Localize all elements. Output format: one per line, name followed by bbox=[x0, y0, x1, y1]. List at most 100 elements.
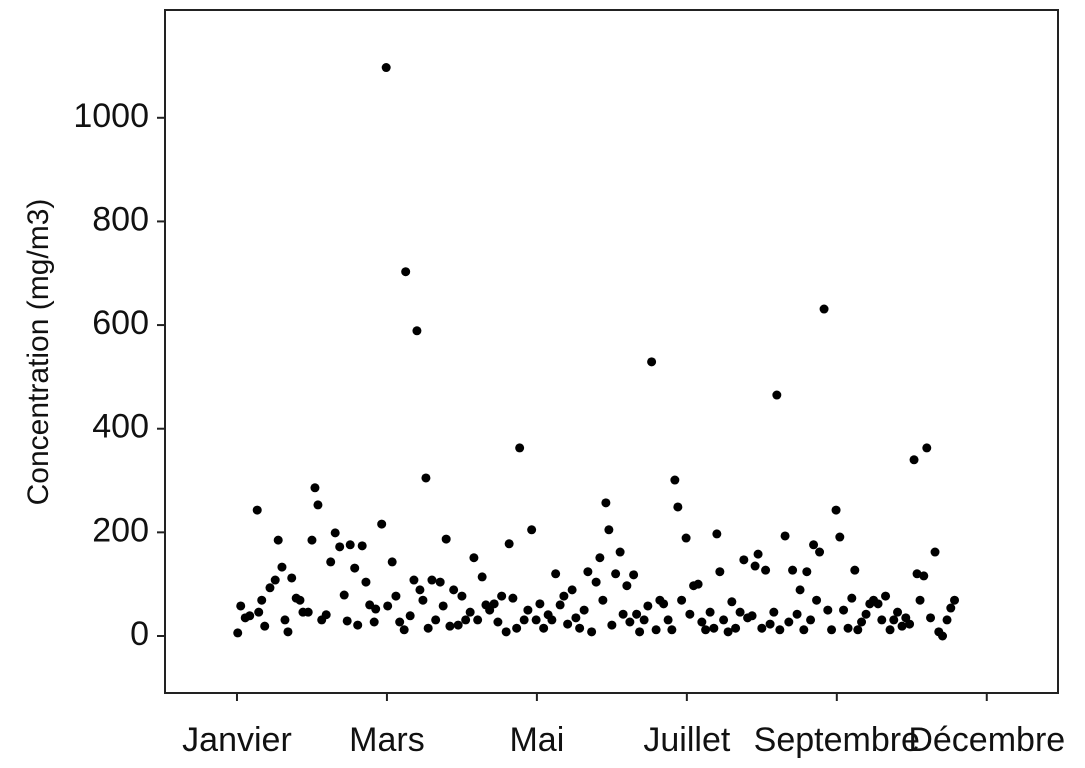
point bbox=[512, 623, 522, 633]
point bbox=[245, 611, 255, 621]
point bbox=[780, 531, 790, 541]
plot-frame bbox=[164, 9, 1059, 694]
point bbox=[685, 609, 695, 619]
point bbox=[795, 585, 805, 595]
point bbox=[501, 627, 511, 637]
point bbox=[423, 623, 433, 633]
point bbox=[930, 547, 940, 557]
point bbox=[357, 541, 367, 551]
point bbox=[831, 505, 841, 515]
point bbox=[847, 593, 857, 603]
point bbox=[401, 267, 411, 277]
point bbox=[587, 627, 597, 637]
point bbox=[693, 579, 703, 589]
point bbox=[321, 610, 331, 620]
point bbox=[635, 627, 645, 637]
point bbox=[815, 547, 825, 557]
point bbox=[504, 539, 514, 549]
point bbox=[806, 615, 816, 625]
point bbox=[643, 601, 653, 611]
point bbox=[559, 591, 569, 601]
point bbox=[295, 595, 305, 605]
point bbox=[377, 519, 387, 529]
point bbox=[449, 585, 459, 595]
point bbox=[465, 607, 475, 617]
point bbox=[877, 615, 887, 625]
point bbox=[772, 390, 782, 400]
point bbox=[539, 623, 549, 633]
point bbox=[233, 628, 243, 638]
point bbox=[461, 615, 471, 625]
point bbox=[839, 605, 849, 615]
point bbox=[391, 591, 401, 601]
point bbox=[547, 615, 557, 625]
point bbox=[765, 619, 775, 629]
point bbox=[473, 615, 483, 625]
y-tick-label: 200 bbox=[92, 511, 149, 549]
point bbox=[395, 617, 405, 627]
point bbox=[629, 570, 639, 580]
point bbox=[339, 590, 349, 600]
point bbox=[412, 326, 422, 336]
point bbox=[342, 616, 352, 626]
point bbox=[950, 595, 960, 605]
x-tick-label: Janvier bbox=[182, 721, 292, 759]
point bbox=[769, 607, 779, 617]
point bbox=[252, 505, 262, 515]
point bbox=[567, 585, 577, 595]
point bbox=[313, 500, 323, 510]
point bbox=[441, 534, 451, 544]
point bbox=[651, 625, 661, 635]
point bbox=[371, 604, 381, 614]
point bbox=[604, 525, 614, 535]
point bbox=[739, 555, 749, 565]
point bbox=[555, 600, 565, 610]
point bbox=[399, 625, 409, 635]
point bbox=[330, 528, 340, 538]
point bbox=[802, 567, 812, 577]
point bbox=[761, 565, 771, 575]
point bbox=[287, 573, 297, 583]
y-tick-label: 600 bbox=[92, 304, 149, 342]
point bbox=[435, 577, 445, 587]
point bbox=[280, 615, 290, 625]
point bbox=[535, 599, 545, 609]
point bbox=[915, 595, 925, 605]
point bbox=[926, 613, 936, 623]
x-tick-label: Mai bbox=[509, 721, 564, 759]
point bbox=[784, 617, 794, 627]
point bbox=[723, 627, 733, 637]
point bbox=[753, 549, 763, 559]
point bbox=[622, 581, 632, 591]
point bbox=[273, 535, 283, 545]
point bbox=[942, 615, 952, 625]
point bbox=[469, 553, 479, 563]
point bbox=[823, 605, 833, 615]
point bbox=[260, 621, 270, 631]
y-tick-label: 800 bbox=[92, 200, 149, 238]
point bbox=[792, 609, 802, 619]
point bbox=[719, 615, 729, 625]
point bbox=[519, 615, 529, 625]
x-tick-label: Juillet bbox=[643, 721, 730, 759]
point bbox=[615, 547, 625, 557]
point bbox=[438, 601, 448, 611]
point bbox=[757, 623, 767, 633]
point bbox=[709, 623, 719, 633]
point bbox=[873, 599, 883, 609]
point bbox=[893, 607, 903, 617]
point bbox=[303, 607, 313, 617]
point bbox=[405, 611, 415, 621]
point bbox=[670, 475, 680, 485]
point bbox=[515, 443, 525, 453]
point bbox=[445, 621, 455, 631]
point bbox=[663, 615, 673, 625]
point bbox=[579, 605, 589, 615]
point bbox=[270, 575, 280, 585]
point bbox=[607, 620, 617, 630]
point bbox=[489, 599, 499, 609]
point bbox=[508, 593, 518, 603]
point bbox=[799, 625, 809, 635]
point bbox=[647, 357, 657, 367]
point bbox=[277, 562, 287, 572]
